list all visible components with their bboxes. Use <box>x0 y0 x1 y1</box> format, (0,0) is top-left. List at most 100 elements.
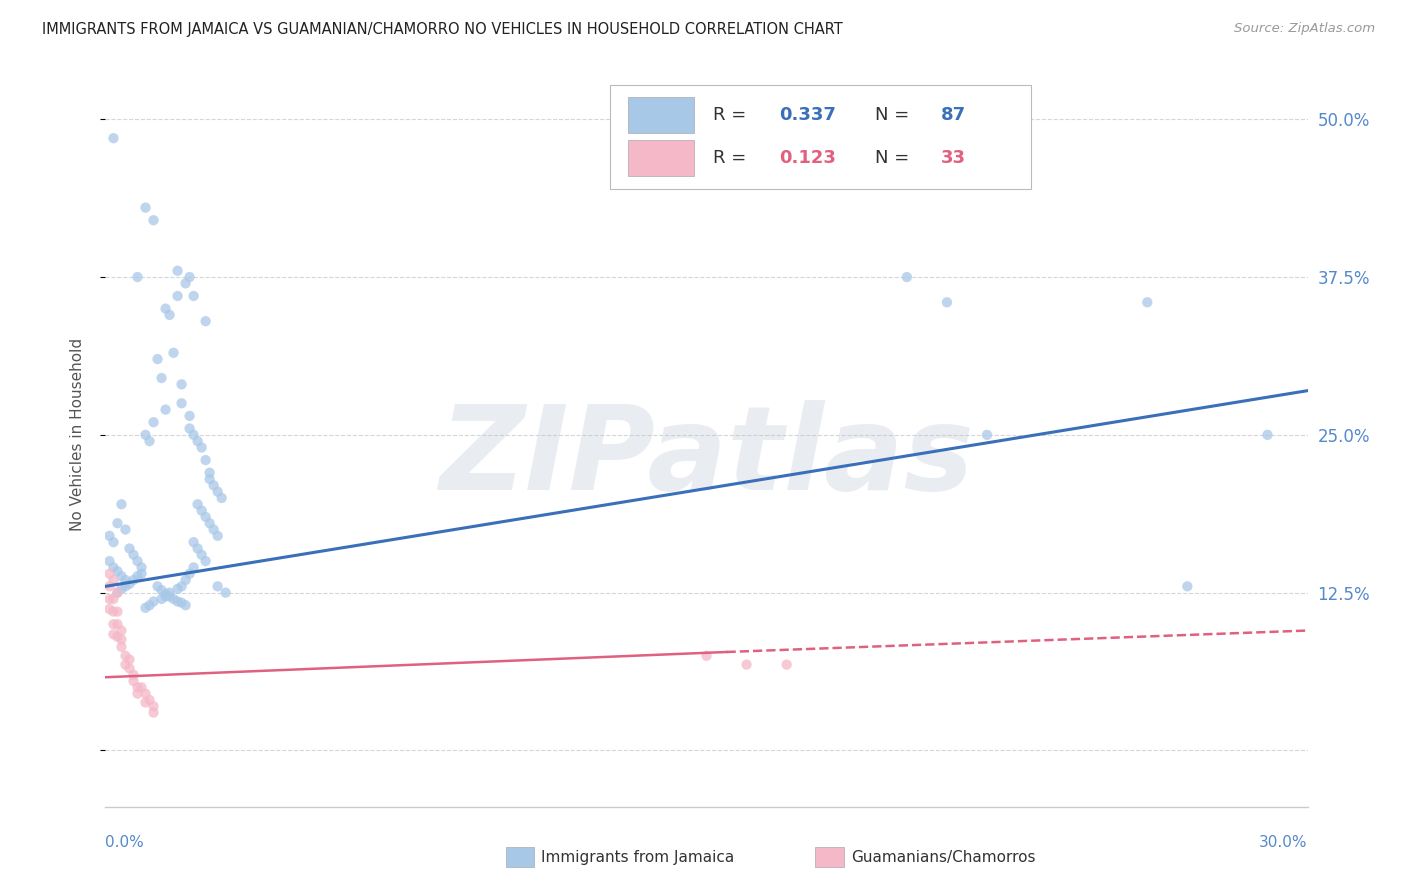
Point <box>194 314 217 328</box>
Point <box>118 541 141 556</box>
Point <box>896 270 918 285</box>
Point <box>155 301 177 316</box>
Point <box>187 434 209 449</box>
Point <box>166 264 188 278</box>
Point <box>110 624 132 638</box>
Point <box>174 599 197 613</box>
Point <box>118 652 141 666</box>
Y-axis label: No Vehicles in Household: No Vehicles in Household <box>70 338 84 532</box>
Point <box>107 516 129 531</box>
Point <box>159 308 181 322</box>
Text: 0.123: 0.123 <box>779 149 835 167</box>
Point <box>166 582 188 596</box>
Text: Guamanians/Chamorros: Guamanians/Chamorros <box>851 850 1035 864</box>
Text: 30.0%: 30.0% <box>1260 836 1308 850</box>
Point <box>150 583 173 598</box>
Point <box>127 687 149 701</box>
Text: 0.337: 0.337 <box>779 106 835 124</box>
Point <box>142 415 165 429</box>
Point <box>135 428 157 442</box>
Point <box>183 428 205 442</box>
Point <box>211 491 233 505</box>
FancyBboxPatch shape <box>610 85 1031 189</box>
Point <box>150 371 173 385</box>
Point <box>122 548 145 562</box>
Text: IMMIGRANTS FROM JAMAICA VS GUAMANIAN/CHAMORRO NO VEHICLES IN HOUSEHOLD CORRELATI: IMMIGRANTS FROM JAMAICA VS GUAMANIAN/CHA… <box>42 22 844 37</box>
Point <box>179 270 201 285</box>
Point <box>170 579 193 593</box>
Point <box>166 289 188 303</box>
Point <box>127 569 149 583</box>
Point <box>114 657 136 672</box>
Point <box>183 289 205 303</box>
Point <box>107 605 129 619</box>
Point <box>170 596 193 610</box>
Point <box>131 681 153 695</box>
Point <box>103 591 125 606</box>
Point <box>135 687 157 701</box>
Point <box>122 573 145 587</box>
Point <box>155 587 177 601</box>
Point <box>207 529 229 543</box>
Point <box>198 516 221 531</box>
Point <box>103 573 125 587</box>
Point <box>1136 295 1159 310</box>
Point <box>127 554 149 568</box>
Point <box>98 602 121 616</box>
Point <box>166 594 188 608</box>
Point <box>103 560 125 574</box>
Point <box>159 590 181 604</box>
Point <box>194 554 217 568</box>
Point <box>190 441 212 455</box>
Point <box>138 599 160 613</box>
Point <box>107 585 129 599</box>
Point <box>114 579 136 593</box>
Text: ZIPatlas: ZIPatlas <box>439 400 974 515</box>
Point <box>214 585 236 599</box>
Point <box>183 535 205 549</box>
Point <box>107 630 129 644</box>
Point <box>198 472 221 486</box>
Point <box>138 693 160 707</box>
Point <box>187 541 209 556</box>
Point <box>98 579 121 593</box>
Point <box>98 591 121 606</box>
Point <box>207 579 229 593</box>
Text: 87: 87 <box>941 106 966 124</box>
Point <box>142 706 165 720</box>
Point <box>735 657 758 672</box>
Text: N =: N = <box>875 106 915 124</box>
Point <box>179 409 201 423</box>
Point <box>194 509 217 524</box>
Point <box>179 566 201 581</box>
Point <box>114 573 136 587</box>
Point <box>142 213 165 227</box>
Point <box>122 667 145 681</box>
Point <box>98 529 121 543</box>
Point <box>114 648 136 663</box>
FancyBboxPatch shape <box>628 140 695 176</box>
Point <box>159 585 181 599</box>
Point <box>127 681 149 695</box>
Point <box>155 402 177 417</box>
Point <box>174 277 197 291</box>
Point <box>1177 579 1199 593</box>
Point <box>110 632 132 647</box>
Point <box>131 566 153 581</box>
Point <box>127 270 149 285</box>
Point <box>118 577 141 591</box>
Text: Source: ZipAtlas.com: Source: ZipAtlas.com <box>1234 22 1375 36</box>
Point <box>107 585 129 599</box>
Point <box>103 535 125 549</box>
Point <box>103 605 125 619</box>
Point <box>190 503 212 517</box>
Point <box>183 560 205 574</box>
Point <box>179 421 201 435</box>
Point <box>170 396 193 410</box>
Point <box>936 295 959 310</box>
Point <box>194 453 217 467</box>
Point <box>131 560 153 574</box>
Point <box>1257 428 1279 442</box>
Point <box>98 554 121 568</box>
Point <box>110 497 132 511</box>
